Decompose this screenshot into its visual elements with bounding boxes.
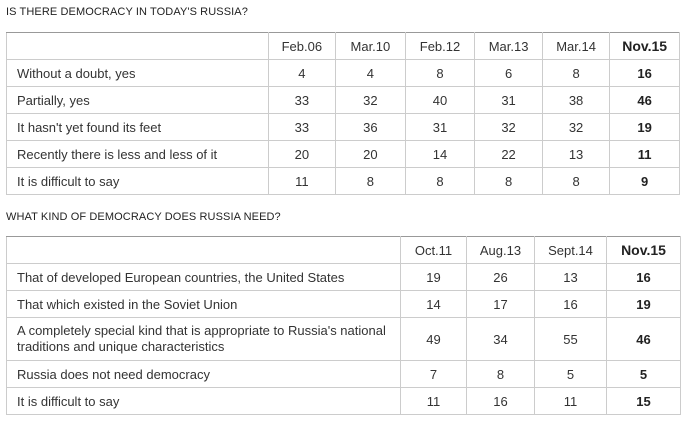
table-cell: 22 [474, 140, 543, 168]
table-cell: 34 [466, 317, 535, 361]
table-cell: 7 [400, 360, 467, 388]
table-cell: 15 [606, 387, 681, 415]
row-label: It is difficult to say [6, 167, 269, 195]
table-row: Recently there is less and less of it 20 2… [6, 140, 680, 168]
table-cell: 19 [606, 290, 681, 318]
table-cell: 5 [606, 360, 681, 388]
row-label: Recently there is less and less of it [6, 140, 269, 168]
table-cell: 9 [609, 167, 680, 195]
table-cell: 16 [606, 263, 681, 291]
row-label-header [6, 32, 269, 60]
column-header: Feb.12 [404, 32, 476, 60]
democracy-type-table: Oct.11 Aug.13 Sept.14 Nov.15 That of develo… [6, 236, 681, 415]
column-header: Feb.06 [267, 32, 337, 60]
table-cell: 20 [267, 140, 337, 168]
table-cell: 14 [404, 140, 476, 168]
table-cell: 32 [541, 113, 611, 141]
table-cell: 20 [335, 140, 406, 168]
table-row: It hasn't yet found its feet 33 36 31 32 32 19 [6, 113, 680, 141]
row-label-header [6, 236, 401, 264]
column-header: Aug.13 [466, 236, 535, 264]
table-cell: 11 [400, 387, 467, 415]
row-label: That of developed European countries, th… [6, 263, 401, 291]
row-label: Russia does not need democracy [6, 360, 401, 388]
table-cell: 36 [335, 113, 406, 141]
table-cell: 8 [335, 167, 406, 195]
democracy-existence-table: Feb.06 Mar.10 Feb.12 Mar.13 Mar.14 Nov.15 Wit… [6, 32, 680, 195]
table-row: Without a doubt, yes 4 4 8 6 8 16 [6, 59, 680, 87]
table-row: It is difficult to say 11 16 11 15 [6, 387, 681, 415]
table-cell: 13 [534, 263, 607, 291]
table-cell: 4 [335, 59, 406, 87]
table-header-row: Feb.06 Mar.10 Feb.12 Mar.13 Mar.14 Nov.15 [6, 32, 680, 60]
table-cell: 26 [466, 263, 535, 291]
table-cell: 11 [267, 167, 337, 195]
table-cell: 11 [534, 387, 607, 415]
table-cell: 14 [400, 290, 467, 318]
table-cell: 40 [404, 86, 476, 114]
table-cell: 6 [474, 59, 543, 87]
table-cell: 8 [541, 59, 611, 87]
row-label: It is difficult to say [6, 387, 401, 415]
table-cell: 32 [335, 86, 406, 114]
table-row: Partially, yes 33 32 40 31 38 46 [6, 86, 680, 114]
table-cell: 55 [534, 317, 607, 361]
column-header: Nov.15 [606, 236, 681, 264]
table-cell: 16 [609, 59, 680, 87]
table-cell: 11 [609, 140, 680, 168]
table-cell: 16 [466, 387, 535, 415]
table-cell: 31 [474, 86, 543, 114]
table-cell: 46 [609, 86, 680, 114]
table-cell: 46 [606, 317, 681, 361]
table-row: Russia does not need democracy 7 8 5 5 [6, 360, 681, 388]
table-row: That which existed in the Soviet Union 14… [6, 290, 681, 318]
column-header: Oct.11 [400, 236, 467, 264]
column-header: Sept.14 [534, 236, 607, 264]
table-cell: 8 [466, 360, 535, 388]
table-cell: 31 [404, 113, 476, 141]
row-label: Without a doubt, yes [6, 59, 269, 87]
table-cell: 8 [404, 59, 476, 87]
table-cell: 49 [400, 317, 467, 361]
table-cell: 8 [404, 167, 476, 195]
row-label: A completely special kind that is approp… [6, 317, 401, 361]
table-row: That of developed European countries, th… [6, 263, 681, 291]
column-header: Nov.15 [609, 32, 680, 60]
table-cell: 32 [474, 113, 543, 141]
table-cell: 33 [267, 113, 337, 141]
column-header: Mar.14 [541, 32, 611, 60]
table-2-title: WHAT KIND OF DEMOCRACY DOES RUSSIA NEED? [6, 211, 281, 223]
table-cell: 8 [474, 167, 543, 195]
table-cell: 5 [534, 360, 607, 388]
table-cell: 38 [541, 86, 611, 114]
row-label: Partially, yes [6, 86, 269, 114]
table-cell: 4 [267, 59, 337, 87]
table-row: A completely special kind that is approp… [6, 317, 681, 361]
table-cell: 17 [466, 290, 535, 318]
table-cell: 8 [541, 167, 611, 195]
column-header: Mar.10 [335, 32, 406, 60]
table-cell: 19 [400, 263, 467, 291]
table-header-row: Oct.11 Aug.13 Sept.14 Nov.15 [6, 236, 681, 264]
column-header: Mar.13 [474, 32, 543, 60]
table-cell: 19 [609, 113, 680, 141]
table-1-title: IS THERE DEMOCRACY IN TODAY'S RUSSIA? [6, 6, 248, 18]
table-cell: 33 [267, 86, 337, 114]
table-cell: 16 [534, 290, 607, 318]
row-label: That which existed in the Soviet Union [6, 290, 401, 318]
row-label: It hasn't yet found its feet [6, 113, 269, 141]
table-cell: 13 [541, 140, 611, 168]
table-row: It is difficult to say 11 8 8 8 8 9 [6, 167, 680, 195]
